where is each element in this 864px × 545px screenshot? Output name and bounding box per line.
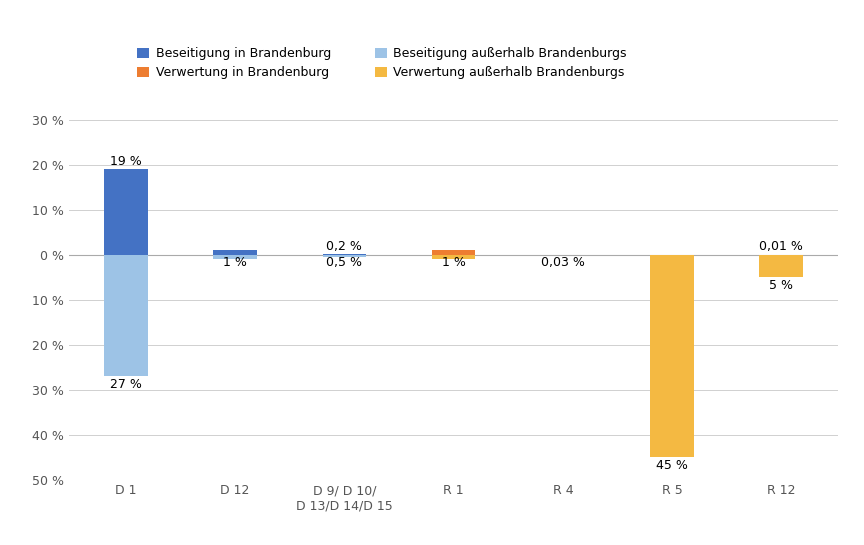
Text: 0,01 %: 0,01 %	[759, 240, 804, 253]
Text: 0,2 %: 0,2 %	[327, 240, 362, 253]
Text: 0,03 %: 0,03 %	[541, 256, 585, 269]
Bar	[322, 255, 366, 257]
Bar	[104, 255, 148, 376]
Text: 45 %: 45 %	[656, 459, 688, 472]
Text: 5 %: 5 %	[769, 279, 793, 292]
Legend: Beseitigung in Brandenburg, Verwertung in Brandenburg, Beseitigung außerhalb Bra: Beseitigung in Brandenburg, Verwertung i…	[137, 47, 627, 79]
Bar	[322, 254, 366, 255]
Text: 27 %: 27 %	[110, 378, 142, 391]
Bar	[104, 169, 148, 255]
Text: 1 %: 1 %	[223, 256, 247, 269]
Bar	[759, 255, 804, 277]
Text: 0,5 %: 0,5 %	[327, 256, 362, 269]
Bar	[213, 250, 257, 255]
Bar	[213, 255, 257, 259]
Bar	[651, 255, 694, 457]
Text: 1 %: 1 %	[442, 256, 466, 269]
Text: 19 %: 19 %	[110, 155, 142, 167]
Bar	[432, 255, 475, 259]
Bar	[432, 250, 475, 255]
